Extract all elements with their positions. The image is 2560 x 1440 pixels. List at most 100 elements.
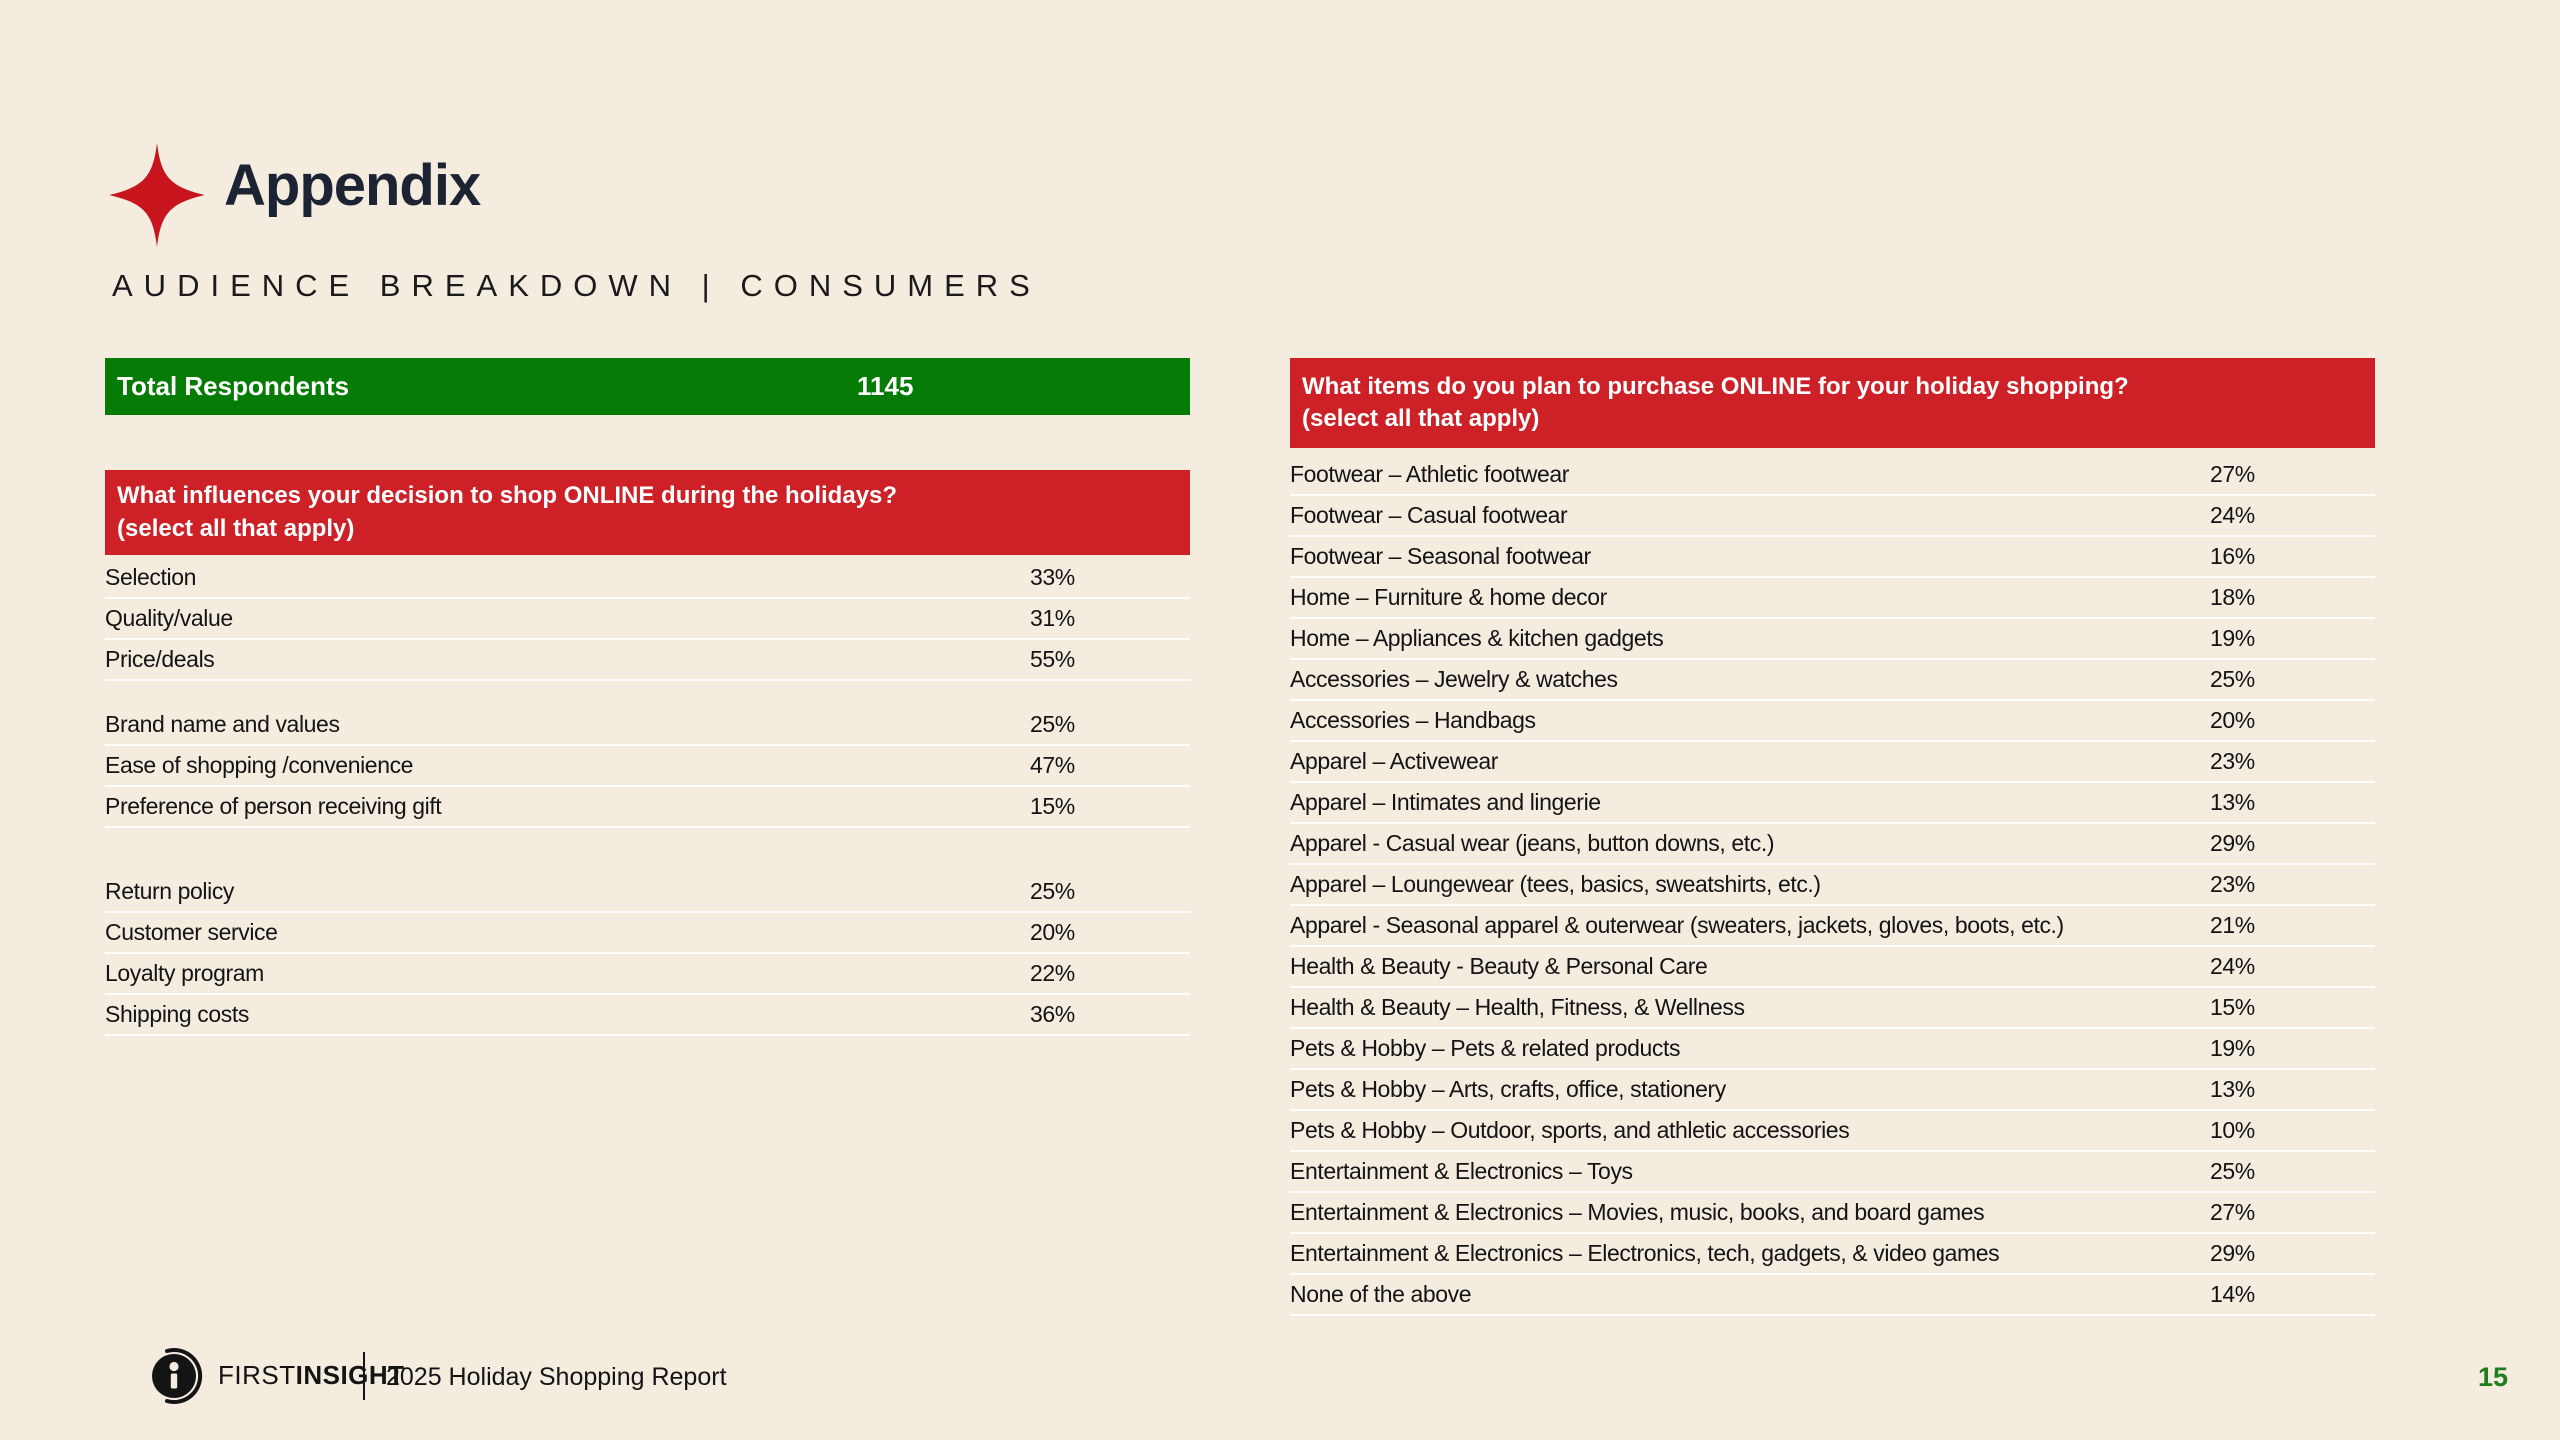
table-row: Footwear – Seasonal footwear 16%	[1290, 537, 2375, 578]
row-value: 47%	[1030, 752, 1075, 778]
table-row: Home – Appliances & kitchen gadgets 19%	[1290, 619, 2375, 660]
row-label: Apparel – Activewear	[1290, 748, 1499, 774]
table-row: Entertainment & Electronics – Electronic…	[1290, 1234, 2375, 1275]
row-value: 13%	[2210, 789, 2255, 815]
right-table-instruction: (select all that apply)	[1302, 405, 1540, 432]
row-value: 15%	[2210, 994, 2255, 1020]
table-row: Customer service 20%	[105, 913, 1190, 954]
row-label: Brand name and values	[105, 711, 340, 737]
row-value: 13%	[2210, 1076, 2255, 1102]
right-table-question: What items do you plan to purchase ONLIN…	[1302, 372, 2129, 400]
table-row: Return policy 25%	[105, 872, 1190, 913]
table-row: Footwear – Athletic footwear 27%	[1290, 455, 2375, 496]
row-label: Health & Beauty – Health, Fitness, & Wel…	[1290, 994, 1745, 1020]
row-label: Accessories – Handbags	[1290, 707, 1536, 733]
table-row: None of the above 14%	[1290, 1275, 2375, 1316]
left-table-rows: Selection 33% Quality/value 31% Price/deals 5…	[105, 558, 1190, 1036]
row-value: 14%	[2210, 1281, 2255, 1307]
table-row: Apparel – Activewear 23%	[1290, 742, 2375, 783]
table-row: Apparel - Casual wear (jeans, button dow…	[1290, 824, 2375, 865]
right-table-rows: Footwear – Athletic footwear 27% Footwear …	[1290, 455, 2375, 1316]
row-label: Apparel – Intimates and lingerie	[1290, 789, 1601, 815]
table-row: Health & Beauty – Health, Fitness, & Wel…	[1290, 988, 2375, 1029]
row-value: 20%	[1030, 919, 1075, 945]
row-value: 21%	[2210, 912, 2255, 938]
right-table-header: What items do you plan to purchase ONLIN…	[1290, 358, 2375, 448]
table-row: Loyalty program 22%	[105, 954, 1190, 995]
page-title: Appendix	[224, 153, 481, 218]
row-label: Apparel - Casual wear (jeans, button dow…	[1290, 830, 1775, 856]
row-value: 16%	[2210, 543, 2255, 569]
row-label: Pets & Hobby – Outdoor, sports, and athl…	[1290, 1117, 1850, 1143]
row-label: Footwear – Casual footwear	[1290, 502, 1568, 528]
total-respondents-label: Total Respondents	[117, 371, 350, 401]
row-label: Health & Beauty - Beauty & Personal Care	[1290, 953, 1708, 979]
row-label: Selection	[105, 564, 197, 590]
page-subtitle: AUDIENCE BREAKDOWN | CONSUMERS	[112, 268, 1041, 303]
row-value: 15%	[1030, 793, 1075, 819]
table-row: Price/deals 55%	[105, 640, 1190, 681]
left-table-question: What influences your decision to shop ON…	[117, 482, 898, 510]
row-label: Entertainment & Electronics – Movies, mu…	[1290, 1199, 1985, 1225]
total-respondents-bar: Total Respondents 1145	[105, 358, 1190, 415]
row-label: Price/deals	[105, 646, 215, 672]
left-table-instruction: (select all that apply)	[117, 514, 355, 542]
row-value: 31%	[1030, 605, 1075, 631]
row-value: 18%	[2210, 584, 2255, 610]
row-value: 24%	[2210, 953, 2255, 979]
row-label: Home – Furniture & home decor	[1290, 584, 1607, 610]
row-label: Customer service	[105, 919, 278, 945]
table-row: Ease of shopping /convenience 47%	[105, 746, 1190, 787]
table-row: Entertainment & Electronics – Movies, mu…	[1290, 1193, 2375, 1234]
row-label: Apparel - Seasonal apparel & outerwear (…	[1290, 912, 2064, 938]
row-label: Return policy	[105, 878, 235, 904]
row-label: Pets & Hobby – Pets & related products	[1290, 1035, 1681, 1061]
brand-first: FIRST	[218, 1360, 296, 1390]
row-label: Footwear – Athletic footwear	[1290, 461, 1570, 487]
table-row: Shipping costs 36%	[105, 995, 1190, 1036]
row-value: 20%	[2210, 707, 2255, 733]
row-value: 19%	[2210, 1035, 2255, 1061]
row-label: Apparel – Loungewear (tees, basics, swea…	[1290, 871, 1821, 897]
page-number: 15	[2478, 1362, 2509, 1392]
first-insight-logo-icon	[152, 1348, 203, 1404]
row-value: 25%	[2210, 1158, 2255, 1184]
sparkle-star-icon	[109, 143, 205, 247]
row-value: 29%	[2210, 830, 2255, 856]
left-table-header: What influences your decision to shop ON…	[105, 470, 1190, 555]
row-value: 23%	[2210, 871, 2255, 897]
table-row: Health & Beauty - Beauty & Personal Care…	[1290, 947, 2375, 988]
row-value: 33%	[1030, 564, 1075, 590]
table-row: Pets & Hobby – Pets & related products 19…	[1290, 1029, 2375, 1070]
row-value: 29%	[2210, 1240, 2255, 1266]
table-row: Brand name and values 25%	[105, 705, 1190, 746]
row-value: 25%	[1030, 878, 1075, 904]
report-name: 2025 Holiday Shopping Report	[386, 1363, 727, 1391]
row-label: Shipping costs	[105, 1001, 249, 1027]
row-value: 10%	[2210, 1117, 2255, 1143]
row-label: Entertainment & Electronics – Electronic…	[1290, 1240, 2000, 1266]
table-spacer	[105, 828, 1190, 872]
row-label: Quality/value	[105, 605, 233, 631]
table-row: Pets & Hobby – Outdoor, sports, and athl…	[1290, 1111, 2375, 1152]
row-label: Ease of shopping /convenience	[105, 752, 414, 778]
row-label: Loyalty program	[105, 960, 264, 986]
row-value: 55%	[1030, 646, 1075, 672]
row-label: Accessories – Jewelry & watches	[1290, 666, 1618, 692]
brand-insight: INSIGHT	[295, 1360, 405, 1390]
row-value: 19%	[2210, 625, 2255, 651]
row-value: 25%	[2210, 666, 2255, 692]
row-value: 24%	[2210, 502, 2255, 528]
row-label: None of the above	[1290, 1281, 1472, 1307]
row-value: 22%	[1030, 960, 1075, 986]
table-row: Footwear – Casual footwear 24%	[1290, 496, 2375, 537]
table-row: Preference of person receiving gift 15%	[105, 787, 1190, 828]
total-respondents-value: 1145	[857, 371, 914, 401]
table-row: Pets & Hobby – Arts, crafts, office, sta…	[1290, 1070, 2375, 1111]
table-row: Accessories – Jewelry & watches 25%	[1290, 660, 2375, 701]
table-spacer	[105, 681, 1190, 705]
row-value: 27%	[2210, 461, 2255, 487]
footer-divider	[363, 1352, 365, 1400]
row-label: Pets & Hobby – Arts, crafts, office, sta…	[1290, 1076, 1726, 1102]
